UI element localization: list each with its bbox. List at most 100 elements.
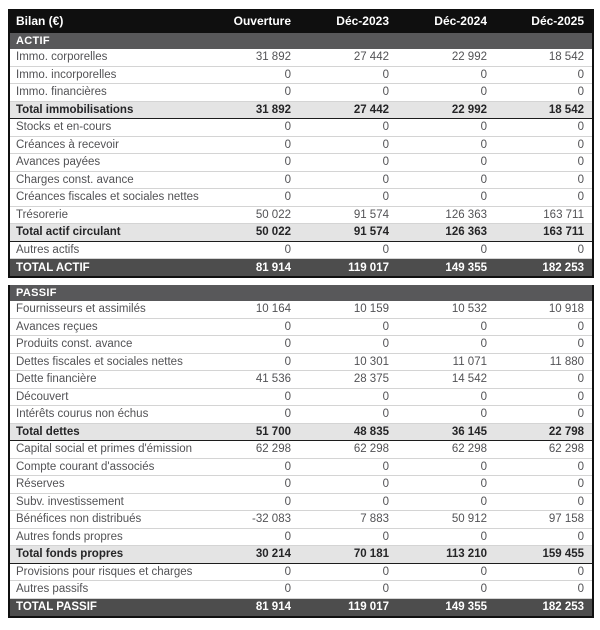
cell-value: 0	[201, 475, 299, 494]
cell-value: 0	[495, 241, 593, 259]
column-header-dec-2025: Déc-2025	[495, 9, 593, 33]
cell-value: 0	[201, 580, 299, 599]
table-row: Autres fonds propres 0 0 0 0	[9, 528, 594, 546]
table-row: Autres passifs 0 0 0 0	[9, 580, 594, 599]
cell-value: 0	[495, 66, 593, 84]
cell-value: 0	[201, 388, 299, 406]
cell-value: 0	[201, 458, 299, 476]
section-body-actif: ACTIF Immo. corporelles 31 892 27 442 22 992…	[9, 33, 593, 277]
row-label: Avances payées	[9, 153, 201, 172]
cell-value: 10 301	[299, 353, 397, 371]
cell-value: 36 145	[397, 422, 495, 441]
cell-value: 11 071	[397, 353, 495, 371]
cell-value: 0	[397, 528, 495, 546]
cell-value: 0	[299, 580, 397, 599]
cell-value: 18 542	[495, 49, 593, 67]
row-label: Créances à recevoir	[9, 136, 201, 154]
row-label: Dette financière	[9, 370, 201, 389]
cell-value: 0	[495, 171, 593, 189]
cell-value: 0	[495, 388, 594, 406]
cell-value: 18 542	[495, 100, 593, 119]
cell-value: 0	[397, 188, 495, 207]
section-gap	[8, 278, 592, 285]
grand-total-row: TOTAL PASSIF 81 914 119 017 149 355 182 253	[9, 598, 594, 617]
row-label: Trésorerie	[9, 206, 201, 224]
row-label: Stocks et en-cours	[9, 118, 201, 137]
balance-sheet-table-passif: PASSIF Fournisseurs et assimilés 10 164 10 …	[8, 285, 595, 618]
subtotal-row: Total immobilisations 31 892 27 442 22 992 1…	[9, 100, 593, 119]
cell-value: 0	[201, 528, 299, 546]
cell-value: 70 181	[299, 545, 397, 564]
row-label: Créances fiscales et sociales nettes	[9, 188, 201, 207]
cell-value: 10 918	[495, 301, 594, 319]
cell-value: 10 159	[299, 301, 397, 319]
cell-value: 0	[495, 83, 593, 102]
cell-value: 0	[495, 458, 594, 476]
row-label: Total immobilisations	[9, 100, 201, 119]
cell-value: 62 298	[299, 440, 397, 459]
cell-value: 0	[201, 405, 299, 424]
row-label: Réserves	[9, 475, 201, 494]
cell-value: 0	[201, 171, 299, 189]
table-row: Immo. corporelles 31 892 27 442 22 992 18 54…	[9, 49, 593, 67]
cell-value: 0	[299, 563, 397, 581]
cell-value: -32 083	[201, 510, 299, 529]
table-row: Découvert 0 0 0 0	[9, 388, 594, 406]
grand-total-value: 149 355	[397, 258, 495, 277]
cell-value: 0	[201, 335, 299, 354]
grand-total-label: TOTAL ACTIF	[9, 258, 201, 277]
cell-value: 0	[397, 318, 495, 336]
table-row: Subv. investissement 0 0 0 0	[9, 493, 594, 511]
table-row: Avances reçues 0 0 0 0	[9, 318, 594, 336]
cell-value: 0	[397, 335, 495, 354]
cell-value: 0	[299, 153, 397, 172]
cell-value: 0	[397, 388, 495, 406]
table-row: Trésorerie 50 022 91 574 126 363 163 711	[9, 206, 593, 224]
cell-value: 14 542	[397, 370, 495, 389]
column-header-dec-2023: Déc-2023	[299, 9, 397, 33]
grand-total-value: 119 017	[299, 598, 397, 617]
cell-value: 0	[495, 188, 593, 207]
cell-value: 0	[299, 318, 397, 336]
cell-value: 0	[495, 528, 594, 546]
cell-value: 10 164	[201, 301, 299, 319]
row-label: Avances reçues	[9, 318, 201, 336]
cell-value: 50 022	[201, 223, 299, 242]
cell-value: 0	[397, 153, 495, 172]
cell-value: 51 700	[201, 422, 299, 441]
cell-value: 0	[201, 563, 299, 581]
table-row: Bénéfices non distribués -32 083 7 883 50 9…	[9, 510, 594, 529]
cell-value: 62 298	[397, 440, 495, 459]
row-label: Total dettes	[9, 422, 201, 441]
table-title: Bilan (€)	[9, 9, 201, 33]
cell-value: 11 880	[495, 353, 594, 371]
cell-value: 0	[397, 241, 495, 259]
grand-total-label: TOTAL PASSIF	[9, 598, 201, 617]
table-row: Dette financière 41 536 28 375 14 542 0	[9, 370, 594, 389]
cell-value: 30 214	[201, 545, 299, 564]
table-row: Intérêts courus non échus 0 0 0 0	[9, 405, 594, 424]
cell-value: 0	[397, 458, 495, 476]
cell-value: 163 711	[495, 223, 593, 242]
cell-value: 126 363	[397, 206, 495, 224]
section-header-row: ACTIF	[9, 33, 593, 49]
section-header-row: PASSIF	[9, 285, 594, 301]
row-label: Intérêts courus non échus	[9, 405, 201, 424]
cell-value: 0	[299, 66, 397, 84]
cell-value: 0	[201, 188, 299, 207]
cell-value: 0	[495, 493, 594, 511]
row-label: Immo. financières	[9, 83, 201, 102]
table-row: Immo. financières 0 0 0 0	[9, 83, 593, 102]
row-label: Provisions pour risques et charges	[9, 563, 201, 581]
table-row: Créances à recevoir 0 0 0 0	[9, 136, 593, 154]
grand-total-value: 81 914	[201, 598, 299, 617]
row-label: Autres passifs	[9, 580, 201, 599]
cell-value: 27 442	[299, 49, 397, 67]
cell-value: 0	[299, 475, 397, 494]
section-title: PASSIF	[9, 285, 594, 301]
grand-total-value: 81 914	[201, 258, 299, 277]
cell-value: 22 798	[495, 422, 594, 441]
cell-value: 91 574	[299, 206, 397, 224]
cell-value: 28 375	[299, 370, 397, 389]
cell-value: 97 158	[495, 510, 594, 529]
